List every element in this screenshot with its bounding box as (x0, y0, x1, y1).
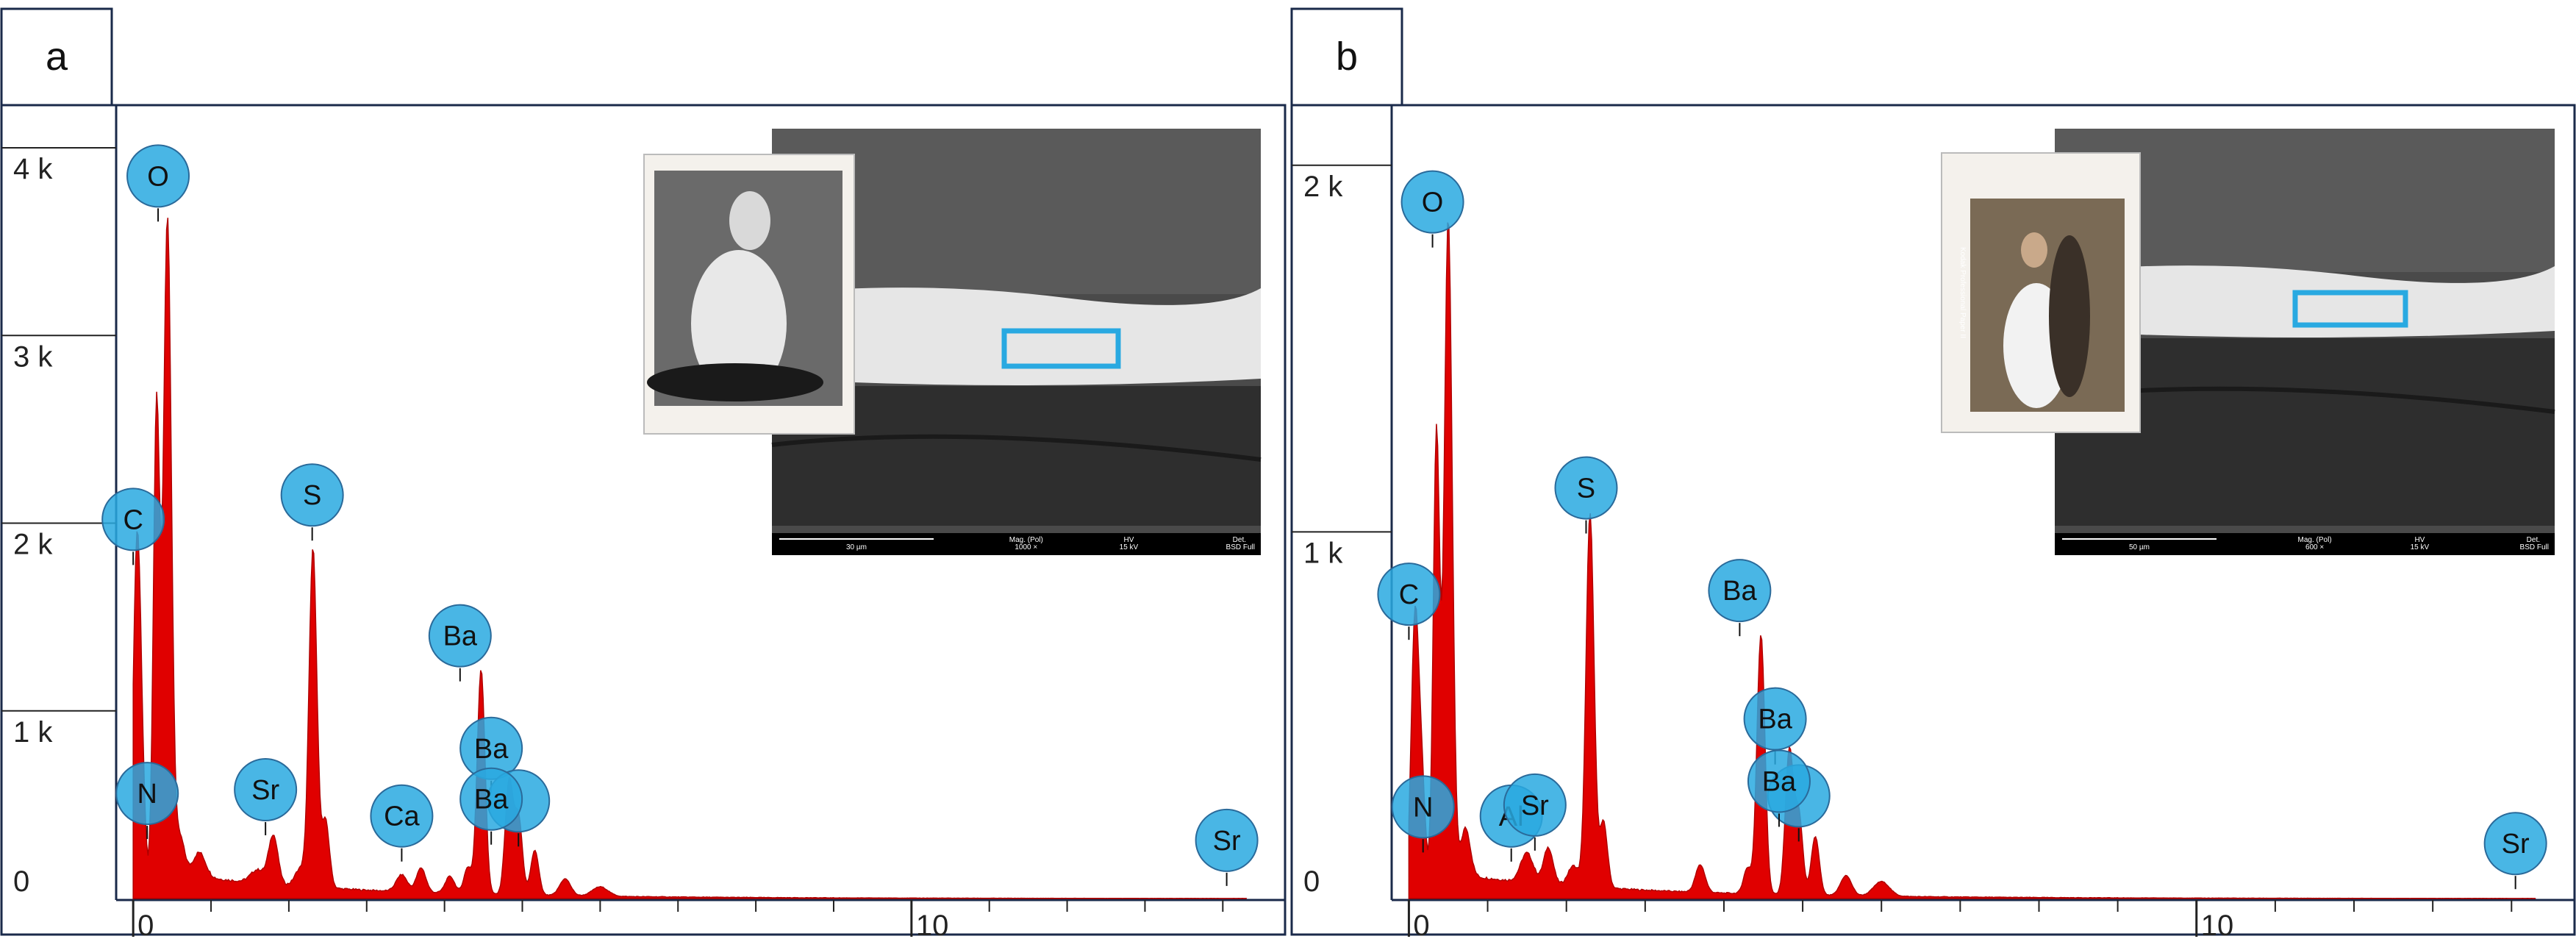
element-marker-label: N (1413, 792, 1433, 823)
element-marker (1554, 456, 1618, 520)
x-tick-label: 0 (1413, 910, 1429, 942)
panel-letter: b (1336, 35, 1358, 79)
element-marker (2483, 812, 2547, 876)
sem-mag-label: Mag. (Pol) (2298, 536, 2332, 544)
element-marker (115, 762, 179, 826)
sem-hv-label: HV (2414, 536, 2425, 544)
element-marker (1743, 687, 1807, 751)
photo-figure (2021, 232, 2047, 268)
element-marker-label: Sr (2502, 829, 2530, 860)
x-tick-label: 10 (916, 910, 949, 942)
panel-a: a 0 1 k 2 k 3 k 4 k 0 10 O C S Ba Ba Ba N Sr Ca Sr 30 µm Ma… (0, 0, 1287, 950)
element-marker-label: Ba (1758, 704, 1792, 735)
panel-frame (0, 104, 1287, 936)
element-marker (101, 488, 165, 551)
sem-det-label: Det. (2527, 536, 2540, 544)
element-marker-label: C (1399, 579, 1419, 610)
element-marker-label: Sr (251, 775, 279, 806)
element-marker (1708, 559, 1772, 623)
photo-figure (647, 363, 823, 401)
spectrum-series (1408, 222, 2536, 899)
eds-spectrum-chart-a: a 0 1 k 2 k 3 k 4 k 0 10 O C S Ba Ba Ba N Sr Ca Sr 30 µm Ma… (0, 7, 1287, 942)
sem-scale-label: 30 µm (846, 543, 867, 551)
x-tick-label: 0 (137, 910, 154, 942)
photo-caption: Kodak Professional Paper II (1958, 247, 1967, 338)
element-marker-label: Ba (1722, 576, 1757, 607)
y-tick-label: 0 (1303, 865, 1320, 898)
element-marker (1195, 808, 1259, 872)
element-marker (459, 767, 523, 831)
photograph-inset: Kodak Professional Paper II (1941, 152, 2141, 433)
photo-figure (2049, 235, 2090, 397)
sem-hv-label: HV (1123, 536, 1134, 544)
element-marker-label: Ba (443, 621, 478, 652)
element-marker-label: O (1422, 188, 1444, 218)
element-marker-label: Ba (1762, 766, 1797, 797)
element-marker (428, 604, 492, 668)
sem-mag-label: Mag. (Pol) (1009, 536, 1043, 544)
panel-letter-box (0, 7, 113, 107)
spectrum-series (132, 218, 1248, 899)
sem-mag-value: 1000 × (1015, 543, 1037, 551)
element-marker (234, 757, 298, 821)
y-tick-label: 4 k (13, 153, 53, 185)
photo-figure (729, 191, 770, 250)
y-tick-label: 1 k (13, 716, 53, 749)
y-tick-label: 2 k (1303, 171, 1343, 203)
sem-hv-value: 15 kV (2411, 543, 2430, 551)
element-marker-label: N (137, 779, 157, 810)
analysis-area-box (2292, 290, 2408, 328)
sem-databar (2055, 533, 2555, 555)
element-marker-label: S (303, 480, 321, 511)
sem-crack (771, 434, 1262, 462)
panel-letter: a (46, 35, 68, 79)
photo-figure (691, 250, 787, 397)
photograph-inset (643, 154, 855, 435)
element-marker (1391, 775, 1455, 839)
y-tick-label: 3 k (13, 340, 53, 373)
element-marker (126, 144, 190, 208)
element-marker-label: Sr (1213, 826, 1241, 857)
panel-frame (1290, 104, 2576, 936)
element-marker-label: C (123, 504, 143, 535)
panel-letter-box (1290, 7, 1403, 107)
sem-det-label: Det. (1233, 536, 1246, 544)
element-marker-label: S (1577, 474, 1595, 504)
element-marker (1400, 170, 1464, 234)
sem-mag-value: 600 × (2305, 543, 2324, 551)
sem-scale-label: 50 µm (2129, 543, 2150, 551)
sem-det-value: BSD Full (2520, 543, 2549, 551)
y-tick-label: 2 k (13, 529, 53, 561)
analysis-area-box (1001, 328, 1121, 369)
y-tick-label: 0 (13, 865, 29, 898)
element-marker-label: Ba (474, 785, 509, 815)
element-marker (370, 784, 434, 848)
y-tick-label: 1 k (1303, 537, 1343, 569)
element-marker (1747, 749, 1811, 813)
sem-bright-layer (2055, 265, 2555, 338)
sem-databar (772, 533, 1261, 555)
element-marker-label: Ba (474, 734, 509, 765)
element-marker-label: O (147, 161, 169, 192)
sem-bright-layer (772, 288, 1261, 385)
element-marker-label: Sr (1521, 790, 1549, 821)
element-marker (1503, 773, 1567, 837)
x-tick-label: 10 (2201, 910, 2234, 942)
sem-hv-value: 15 kV (1120, 543, 1139, 551)
element-marker-label: Ca (384, 801, 420, 832)
element-marker (280, 463, 344, 527)
sem-det-value: BSD Full (1226, 543, 1255, 551)
element-marker (1377, 562, 1441, 626)
